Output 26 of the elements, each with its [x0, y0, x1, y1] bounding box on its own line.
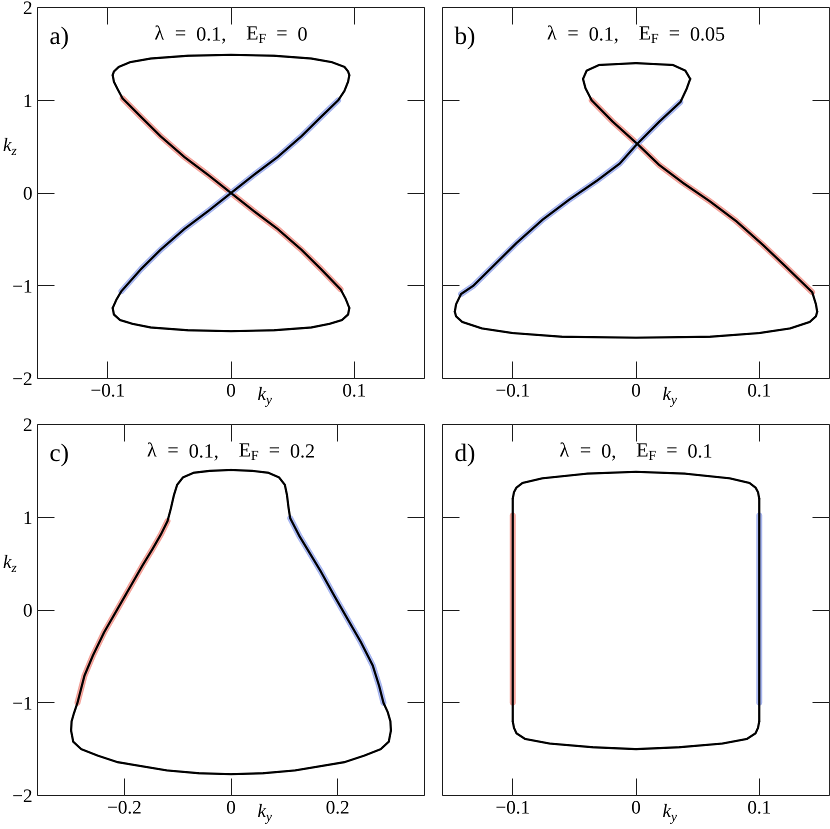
y-tick-label: −2 — [12, 786, 33, 807]
annotation: a) — [50, 23, 69, 50]
x-tick-label: 0.1 — [342, 380, 366, 402]
annotation: d) — [454, 440, 476, 467]
x-tick-label: −0.2 — [107, 798, 142, 818]
x-tick-label: 0 — [226, 798, 236, 818]
ylabel: k$_{z}$ — [3, 553, 17, 572]
x-tick-label: 0.1 — [747, 798, 772, 818]
x-tick-label: −0.1 — [496, 380, 530, 402]
y-tick-label: 0 — [23, 600, 32, 622]
annotation: c) — [50, 440, 69, 467]
y-tick-label: 0 — [23, 184, 32, 204]
y-tick-label: 1 — [23, 90, 32, 112]
x-tick-label: 0.2 — [326, 798, 350, 818]
y-tick-label: 1 — [23, 508, 32, 529]
x-tick-label: 0 — [631, 798, 641, 818]
x-tick-label: 0 — [631, 380, 641, 402]
annotation: b) — [454, 23, 476, 50]
ylabel: k$_{z}$ — [3, 136, 17, 156]
y-tick-label: −1 — [12, 693, 33, 714]
x-tick-label: 0 — [226, 380, 236, 402]
y-tick-label: −1 — [12, 276, 33, 298]
y-tick-label: 2 — [23, 415, 32, 436]
x-tick-label: −0.1 — [496, 798, 530, 818]
y-tick-label: 2 — [23, 0, 32, 19]
x-tick-label: 0.1 — [747, 380, 772, 402]
